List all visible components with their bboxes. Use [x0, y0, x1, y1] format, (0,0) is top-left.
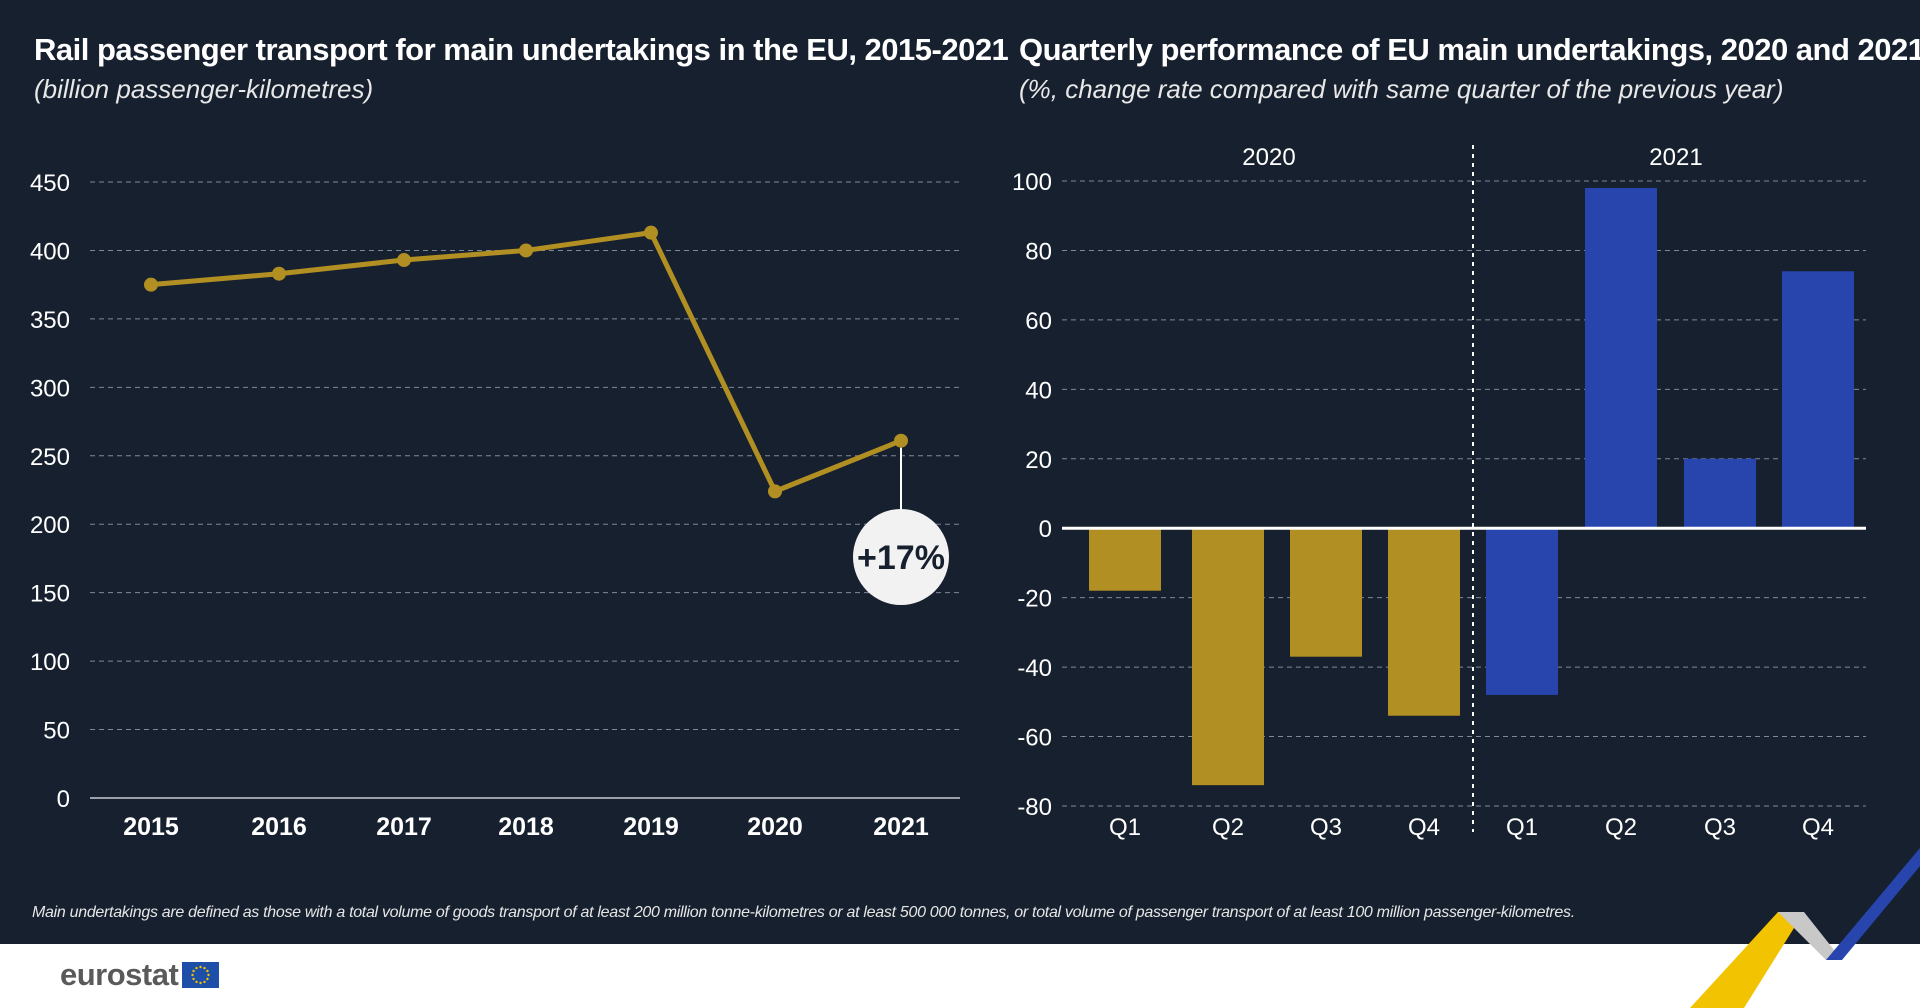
data-point: [144, 277, 158, 292]
flag-star: [206, 977, 209, 981]
data-point: [397, 253, 411, 268]
group-label-2020: 2020: [1242, 144, 1295, 171]
y-tick-label: 450: [30, 170, 70, 197]
data-point: [644, 225, 658, 240]
flag-star: [191, 973, 195, 977]
x-tick-label: Q4: [1408, 814, 1440, 841]
flag-star: [199, 981, 203, 985]
flag-star: [206, 969, 209, 973]
footer-bar: [0, 944, 1920, 1008]
x-tick-label: 2016: [251, 813, 307, 841]
x-tick-label: Q1: [1506, 814, 1538, 841]
x-tick-label: 2020: [747, 813, 803, 841]
x-tick-label: Q4: [1802, 814, 1834, 841]
flag-star: [203, 966, 207, 970]
bar: [1486, 528, 1558, 695]
flag-star: [195, 966, 199, 970]
callout-label: +17%: [857, 539, 945, 577]
y-tick-label: 0: [1039, 516, 1052, 543]
y-tick-label: -20: [1017, 586, 1052, 613]
y-tick-label: 80: [1025, 238, 1052, 265]
x-tick-label: 2019: [623, 813, 679, 841]
flag-star: [203, 980, 207, 984]
flag-star: [199, 965, 203, 969]
y-tick-label: 150: [30, 581, 70, 608]
line-chart: 0 50 100 150 200 250 300 350 400 450 2015 2016 2017 2…: [30, 170, 960, 841]
x-tick-label: Q3: [1310, 814, 1342, 841]
flag-star: [192, 969, 196, 973]
y-tick-label: -80: [1017, 794, 1052, 821]
flag-star: [192, 977, 196, 981]
right-chart-subtitle: (%, change rate compared with same quart…: [1019, 74, 1784, 104]
x-tick-label: Q1: [1109, 814, 1141, 841]
bar: [1192, 528, 1264, 786]
y-tick-label: 0: [57, 786, 70, 813]
x-tick-label: 2017: [376, 813, 432, 841]
bar: [1684, 458, 1756, 529]
y-tick-label: 100: [1012, 169, 1052, 196]
y-tick-label: 400: [30, 238, 70, 265]
flag-star: [207, 973, 211, 977]
left-chart-subtitle: (billion passenger-kilometres): [34, 74, 374, 104]
y-tick-label: 200: [30, 512, 70, 539]
x-tick-label: Q3: [1704, 814, 1736, 841]
bar: [1585, 187, 1657, 529]
data-point: [272, 266, 286, 281]
x-tick-label: 2015: [123, 813, 179, 841]
right-chart-title: Quarterly performance of EU main underta…: [1019, 32, 1920, 67]
bar: [1388, 528, 1460, 716]
y-tick-label: -60: [1017, 725, 1052, 752]
y-tick-label: 100: [30, 649, 70, 676]
logo-text: eurostat: [60, 957, 179, 992]
bar: [1290, 528, 1362, 657]
group-label-2021: 2021: [1649, 144, 1702, 171]
y-tick-label: 350: [30, 307, 70, 334]
y-tick-label: 50: [43, 718, 70, 745]
y-tick-label: 40: [1025, 377, 1052, 404]
callout-circle: [853, 509, 949, 605]
data-point: [894, 433, 908, 448]
y-tick-label: 20: [1025, 447, 1052, 474]
x-tick-label: 2021: [873, 813, 929, 841]
data-point: [768, 484, 782, 499]
footnote: Main undertakings are defined as those w…: [32, 904, 1575, 921]
eurostat-logo[interactable]: eurostat: [60, 957, 220, 993]
eu-flag-icon: [182, 962, 220, 988]
bar-chart: -80 -60 -40 -20 0 20 40 60 80 100 Q1 Q2 Q3 Q4 Q1 Q2 Q3 Q4…: [1012, 144, 1866, 841]
flag-star: [195, 980, 199, 984]
bar: [1089, 528, 1161, 591]
x-tick-label: Q2: [1605, 814, 1637, 841]
y-tick-label: 60: [1025, 308, 1052, 335]
data-point: [519, 243, 533, 258]
y-tick-label: 250: [30, 444, 70, 471]
x-tick-label: Q2: [1212, 814, 1244, 841]
left-chart-title: Rail passenger transport for main undert…: [34, 32, 1009, 67]
x-tick-label: 2018: [498, 813, 554, 841]
y-tick-label: -40: [1017, 655, 1052, 682]
y-tick-label: 300: [30, 375, 70, 402]
bar: [1782, 271, 1854, 529]
